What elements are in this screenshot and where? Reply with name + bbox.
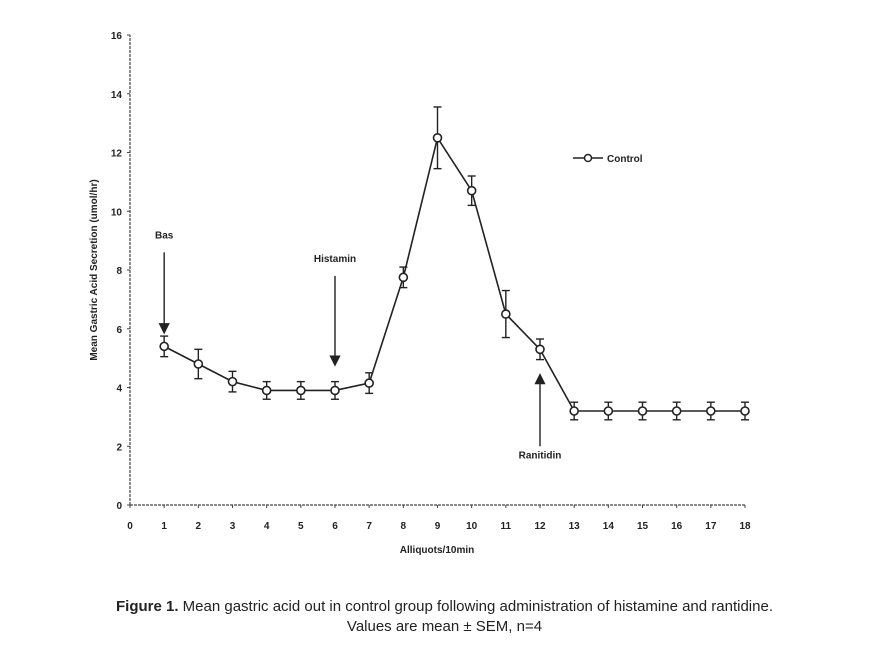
data-point bbox=[364, 378, 374, 388]
y-tick-label: 2 bbox=[116, 442, 122, 453]
x-tick-label: 14 bbox=[603, 521, 615, 532]
data-point bbox=[637, 406, 648, 416]
x-tick-label: 13 bbox=[569, 521, 581, 532]
data-point bbox=[740, 406, 750, 416]
legend-marker bbox=[583, 153, 593, 163]
data-point bbox=[261, 385, 272, 396]
x-tick-label: 2 bbox=[196, 521, 202, 532]
data-point bbox=[603, 406, 614, 416]
y-axis-label: Mean Gastric Acid Secretion (umol/hr) bbox=[89, 179, 100, 360]
legend: Control bbox=[573, 153, 643, 165]
x-tick-label: 6 bbox=[332, 521, 338, 532]
marks: Bas Histamin Ranitidin bbox=[155, 106, 750, 461]
data-point bbox=[535, 344, 545, 355]
x-tick-label: 9 bbox=[435, 521, 441, 532]
axes: 0 1 2 3 4 5 6 7 8 9 10 11 12 13 14 15 16 17 18024681012141… bbox=[111, 31, 751, 532]
y-tick-label: 16 bbox=[111, 31, 123, 42]
x-tick-label: 15 bbox=[637, 521, 649, 532]
data-point bbox=[706, 406, 716, 416]
y-tick-label: 8 bbox=[116, 266, 122, 277]
data-point bbox=[432, 133, 443, 143]
x-tick-label: 16 bbox=[671, 521, 683, 532]
annotation-label: Ranitidin bbox=[519, 450, 562, 461]
y-tick-label: 6 bbox=[116, 325, 122, 336]
x-tick-label: 1 bbox=[161, 521, 167, 532]
x-tick-label: 10 bbox=[466, 521, 478, 532]
data-point bbox=[466, 185, 477, 196]
y-tick-label: 14 bbox=[111, 90, 123, 101]
chart: 0 1 2 3 4 5 6 7 8 9 10 11 12 13 14 15 16 17 18024681012141… bbox=[89, 31, 751, 556]
x-tick-label: 7 bbox=[366, 521, 372, 532]
caption-label: Figure 1. bbox=[115, 598, 179, 615]
annotation-label: Histamin bbox=[314, 254, 356, 265]
data-point bbox=[330, 385, 340, 396]
x-tick-label: 3 bbox=[230, 521, 236, 532]
data-point bbox=[227, 376, 238, 387]
caption-line1: Mean gastric acid out in control group f… bbox=[178, 598, 773, 615]
x-tick-label: 5 bbox=[298, 521, 304, 532]
data-point bbox=[569, 406, 579, 416]
data-point bbox=[501, 309, 511, 319]
figure-caption: Figure 1. Mean gastric acid out in contr… bbox=[0, 597, 889, 637]
x-tick-label: 17 bbox=[705, 521, 717, 532]
x-tick-label: 8 bbox=[401, 521, 407, 532]
y-tick-label: 0 bbox=[116, 501, 122, 512]
data-point bbox=[671, 406, 682, 416]
x-tick-label: 18 bbox=[739, 521, 751, 532]
data-point bbox=[193, 359, 204, 369]
legend-label: Control bbox=[607, 154, 643, 165]
data-point bbox=[398, 272, 409, 283]
caption-line2: Values are mean ± SEM, n=4 bbox=[346, 618, 543, 635]
y-tick-label: 10 bbox=[111, 207, 123, 218]
x-tick-label: 11 bbox=[501, 521, 512, 532]
data-point bbox=[159, 341, 169, 352]
x-tick-label: 12 bbox=[534, 521, 546, 532]
series-line bbox=[163, 135, 745, 412]
y-tick-label: 12 bbox=[111, 149, 123, 160]
x-tick-label: 4 bbox=[264, 521, 270, 532]
x-tick-label: 0 bbox=[127, 521, 133, 532]
y-tick-label: 4 bbox=[116, 384, 122, 395]
data-point bbox=[296, 385, 306, 396]
x-axis-label: Alliquots/10min bbox=[400, 545, 474, 556]
annotation-label: Bas bbox=[155, 230, 174, 241]
